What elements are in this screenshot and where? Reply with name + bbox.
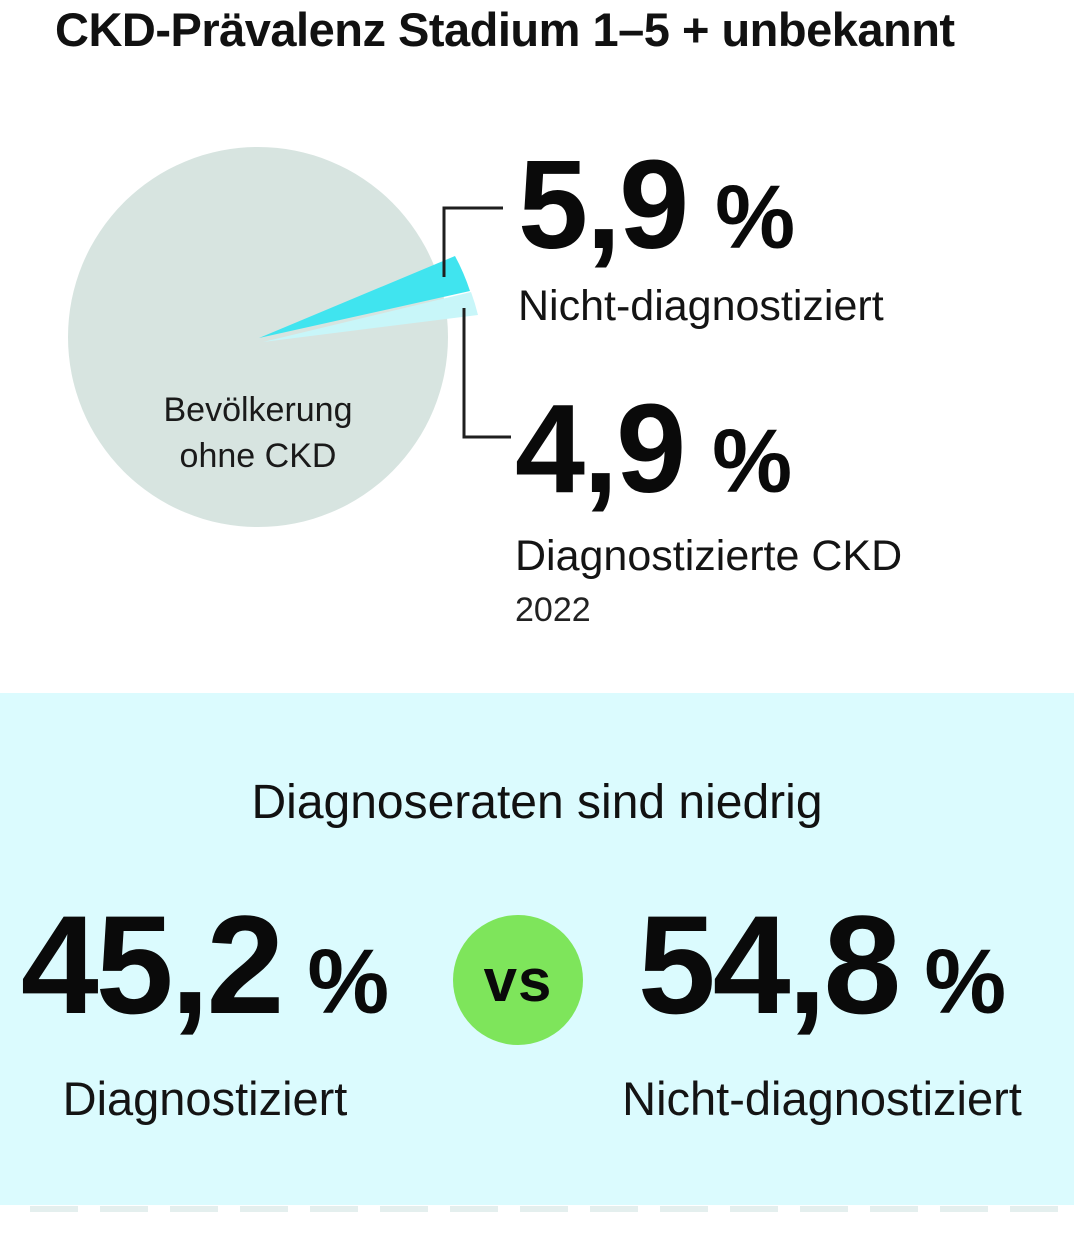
- pie-slice-population: [68, 147, 448, 527]
- undiagnosed-share-value-row: 54,8%: [590, 895, 1054, 1035]
- diagnosed-label: Diagnostizierte CKD: [515, 532, 903, 580]
- callout-undiagnosed: 5,9% Nicht-diagnostiziert: [518, 142, 884, 331]
- vs-label: vs: [483, 946, 553, 1014]
- undiagnosed-unit: %: [715, 168, 796, 268]
- undiagnosed-share-label: Nicht-diagnostiziert: [622, 1072, 1022, 1125]
- diagnosed-share-unit: %: [307, 931, 390, 1033]
- panel-headline: Diagnoseraten sind niedrig: [251, 776, 823, 829]
- diagnosed-unit: %: [712, 412, 793, 512]
- pie-slice-undiagnosed: [259, 256, 470, 338]
- diagnosed-share-label: Diagnostiziert: [62, 1072, 348, 1125]
- diagnosed-year: 2022: [515, 591, 591, 629]
- callout-diagnosed: 4,9% Diagnostizierte CKD 2022: [515, 386, 902, 630]
- undiagnosed-label: Nicht-diagnostiziert: [518, 282, 884, 330]
- diagnosed-share: 45,2% Diagnostiziert: [0, 895, 410, 1126]
- callout-line-diagnosed: [462, 308, 511, 439]
- undiagnosed-share-value: 54,8: [637, 886, 901, 1043]
- pie-center-label: Bevölkerung ohne CKD: [163, 388, 352, 480]
- undiagnosed-value: 5,9: [518, 134, 689, 275]
- pie-chart: [68, 147, 511, 527]
- diagnosed-value: 4,9: [515, 378, 686, 519]
- pie-slice-diagnosed: [263, 292, 478, 342]
- callout-line-undiagnosed: [442, 206, 503, 277]
- diagnosed-value-row: 4,9%: [515, 386, 902, 512]
- pie-center-label-line2: ohne CKD: [179, 436, 337, 475]
- perforation-dashes: [30, 1206, 1074, 1212]
- diagnosed-share-value-row: 45,2%: [0, 895, 410, 1035]
- undiagnosed-share: 54,8% Nicht-diagnostiziert: [590, 895, 1054, 1126]
- undiagnosed-share-unit: %: [924, 931, 1007, 1033]
- page-title: CKD-Prävalenz Stadium 1–5 + unbekannt: [55, 3, 955, 56]
- pie-center-label-line1: Bevölkerung: [163, 391, 353, 429]
- undiagnosed-value-row: 5,9%: [518, 142, 884, 268]
- diagnosed-share-value: 45,2: [20, 886, 284, 1043]
- vs-badge: vs: [453, 915, 583, 1045]
